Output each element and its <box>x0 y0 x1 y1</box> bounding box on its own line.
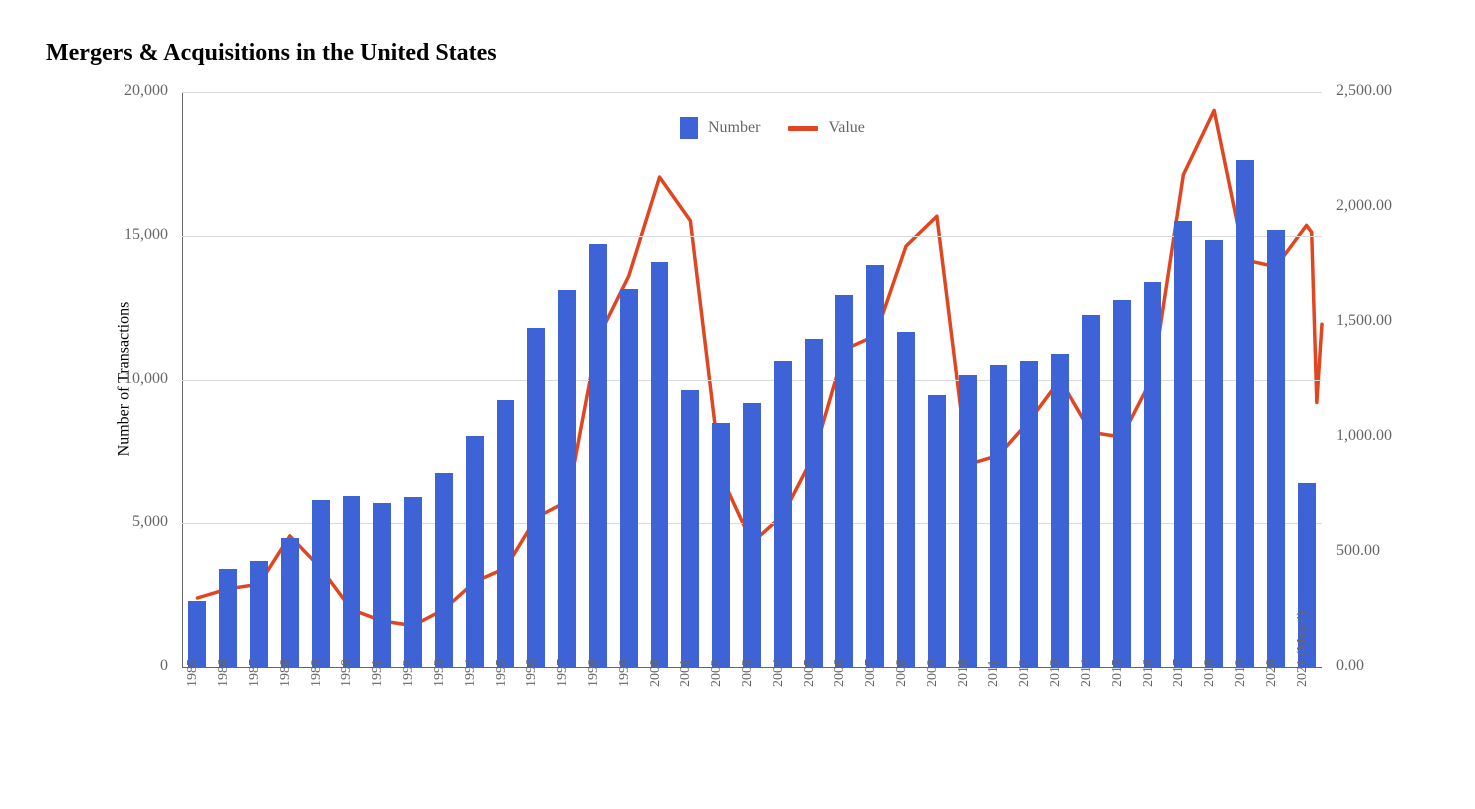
legend-label-value: Value <box>828 119 864 137</box>
bar <box>343 496 361 667</box>
bar <box>527 328 545 667</box>
legend-label-number: Number <box>708 119 760 137</box>
bar <box>1113 300 1131 667</box>
bar <box>620 289 638 667</box>
y-right-tick-label: 1,500.00 <box>1336 312 1392 330</box>
legend-item-number: Number <box>680 117 760 139</box>
bar <box>897 332 915 667</box>
bar <box>404 497 422 667</box>
bar <box>1174 221 1192 667</box>
bar <box>558 290 576 667</box>
bar <box>1144 282 1162 667</box>
bar <box>1051 354 1069 667</box>
bar <box>1205 240 1223 667</box>
bar <box>928 395 946 667</box>
y-left-tick-label: 10,000 <box>124 370 168 388</box>
plot-area <box>182 92 1322 668</box>
bar <box>1236 160 1254 667</box>
bar <box>866 265 884 668</box>
gridline <box>182 236 1322 237</box>
bar <box>743 403 761 668</box>
y-right-tick-label: 1,000.00 <box>1336 427 1392 445</box>
bar <box>281 538 299 667</box>
bar <box>805 339 823 667</box>
legend-swatch-bar-icon <box>680 117 698 139</box>
bar <box>774 361 792 667</box>
legend: Number Value <box>680 117 865 139</box>
y-left-tick-label: 20,000 <box>124 82 168 100</box>
y-right-tick-label: 0.00 <box>1336 657 1364 675</box>
bar <box>959 375 977 667</box>
bar <box>1020 361 1038 667</box>
bar <box>219 569 237 667</box>
y-left-tick-label: 0 <box>160 657 168 675</box>
y-right-tick-label: 2,500.00 <box>1336 82 1392 100</box>
bar <box>312 500 330 667</box>
bar <box>435 473 453 667</box>
bar <box>712 423 730 667</box>
bar <box>835 295 853 667</box>
y-right-tick-label: 2,000.00 <box>1336 197 1392 215</box>
bar <box>1082 315 1100 667</box>
chart-title: Mergers & Acquisitions in the United Sta… <box>46 40 497 67</box>
bar <box>466 436 484 667</box>
bar <box>651 262 669 667</box>
gridline <box>182 92 1322 93</box>
bar <box>250 561 268 667</box>
bar <box>589 244 607 667</box>
bar <box>681 390 699 667</box>
bar <box>373 503 391 667</box>
y-left-tick-label: 15,000 <box>124 226 168 244</box>
y-right-tick-label: 500.00 <box>1336 542 1380 560</box>
bar <box>990 365 1008 667</box>
chart-container: Mergers & Acquisitions in the United Sta… <box>0 0 1475 809</box>
y-left-tick-label: 5,000 <box>132 513 168 531</box>
bar <box>188 601 206 667</box>
legend-swatch-line-icon <box>788 126 818 131</box>
legend-item-value: Value <box>788 119 864 137</box>
bar <box>1267 230 1285 667</box>
bar <box>497 400 515 667</box>
